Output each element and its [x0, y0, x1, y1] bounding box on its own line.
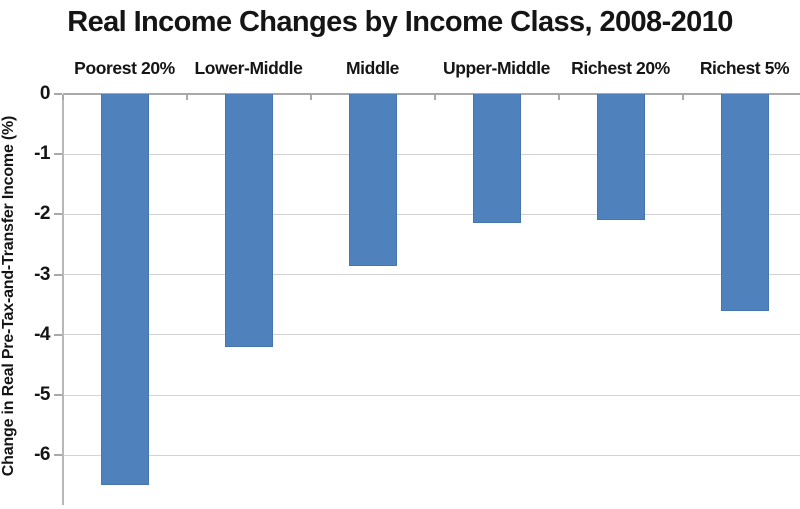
gridline [62, 454, 800, 456]
y-tick-label: -3 [34, 263, 50, 285]
y-axis-tick [53, 394, 62, 396]
gridline [62, 153, 800, 155]
category-label: Middle [345, 58, 399, 78]
y-axis-tick [53, 273, 62, 276]
category-label: Richest 5% [699, 58, 790, 78]
y-tick-label: -1 [34, 143, 50, 165]
y-tick-label: 0 [39, 83, 51, 104]
bar-richest-5- [720, 94, 769, 311]
x-axis-line [62, 93, 800, 95]
gridline [62, 213, 800, 215]
y-tick-label: -5 [34, 384, 50, 405]
gridline [62, 334, 800, 336]
bar-upper-middle [472, 94, 521, 224]
bar-poorest-20- [100, 94, 149, 486]
bar-richest-20- [596, 94, 645, 221]
gridline [62, 394, 800, 396]
y-tick-label: -2 [34, 203, 50, 225]
x-axis-tick [557, 95, 560, 100]
y-axis-tick [53, 454, 62, 457]
category-label: Richest 20% [571, 58, 670, 78]
x-axis-tick [433, 95, 436, 100]
bar-middle [348, 94, 397, 266]
y-axis-line [61, 94, 64, 505]
y-tick-label: -6 [34, 444, 50, 466]
category-label: Poorest 20% [74, 58, 175, 78]
gridline [62, 274, 800, 276]
bar-lower-middle [224, 94, 273, 347]
category-label: Lower-Middle [194, 58, 303, 78]
x-axis-tick [185, 95, 188, 100]
x-axis-tick [61, 95, 64, 100]
y-axis-tick [53, 333, 62, 336]
category-label: Upper-Middle [442, 58, 550, 78]
y-axis-tick [53, 213, 62, 216]
x-axis-tick [681, 95, 684, 100]
x-axis-tick [309, 95, 312, 100]
chart-title: Real Income Changes by Income Class, 200… [67, 6, 733, 38]
y-tick-label: -4 [34, 323, 50, 345]
y-axis-tick [53, 93, 62, 95]
y-axis-tick [53, 153, 62, 156]
